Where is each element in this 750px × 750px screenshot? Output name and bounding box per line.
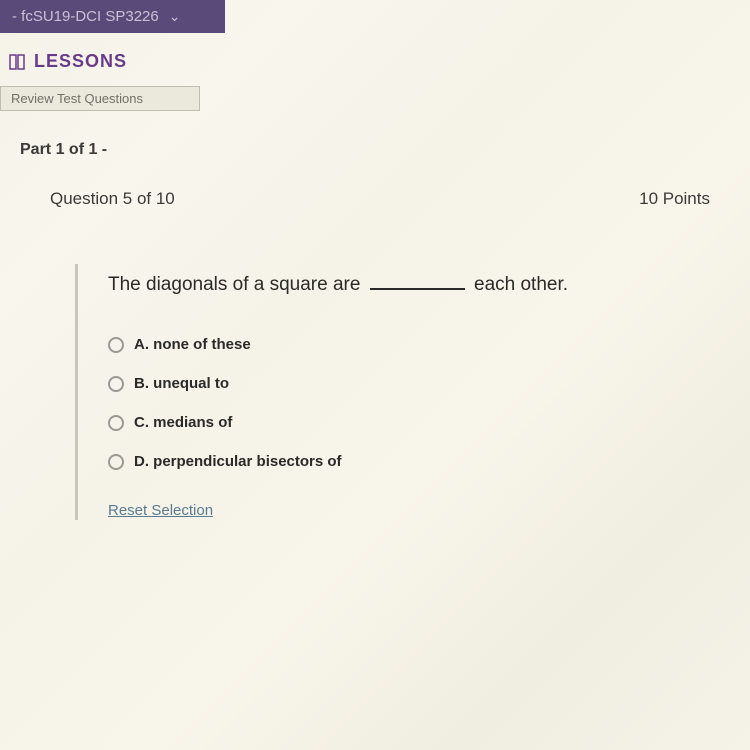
question-number: Question 5 of 10 xyxy=(50,189,175,209)
option-c-label: C. medians of xyxy=(134,414,232,431)
option-a-label: A. none of these xyxy=(134,336,251,353)
quiz-content: Part 1 of 1 - Question 5 of 10 10 Points… xyxy=(0,111,750,530)
option-b[interactable]: B. unequal to xyxy=(108,375,730,392)
part-label: Part 1 of 1 - xyxy=(20,141,730,159)
option-b-label: B. unequal to xyxy=(134,375,229,392)
question-text: The diagonals of a square are each other… xyxy=(108,274,730,296)
radio-icon xyxy=(108,337,124,353)
option-a[interactable]: A. none of these xyxy=(108,336,730,353)
review-tab-label: Review Test Questions xyxy=(11,91,143,106)
lessons-label: LESSONS xyxy=(34,51,127,72)
option-c[interactable]: C. medians of xyxy=(108,414,730,431)
radio-icon xyxy=(108,376,124,392)
course-selector[interactable]: - fcSU19-DCI SP3226 ⌄ xyxy=(0,0,225,33)
points-label: 10 Points xyxy=(639,189,710,209)
reset-selection-link[interactable]: Reset Selection xyxy=(108,502,213,519)
question-header-row: Question 5 of 10 10 Points xyxy=(20,189,730,209)
question-body: The diagonals of a square are each other… xyxy=(75,264,730,520)
review-tab[interactable]: Review Test Questions xyxy=(0,86,200,111)
book-icon xyxy=(8,53,26,71)
blank-line xyxy=(370,288,465,290)
option-d[interactable]: D. perpendicular bisectors of xyxy=(108,453,730,470)
lessons-header: LESSONS xyxy=(0,33,750,80)
question-text-before: The diagonals of a square are xyxy=(108,274,366,295)
question-text-after: each other. xyxy=(469,274,568,295)
course-code: - fcSU19-DCI SP3226 xyxy=(12,8,159,25)
chevron-down-icon: ⌄ xyxy=(169,8,181,25)
option-d-label: D. perpendicular bisectors of xyxy=(134,453,342,470)
radio-icon xyxy=(108,454,124,470)
radio-icon xyxy=(108,415,124,431)
